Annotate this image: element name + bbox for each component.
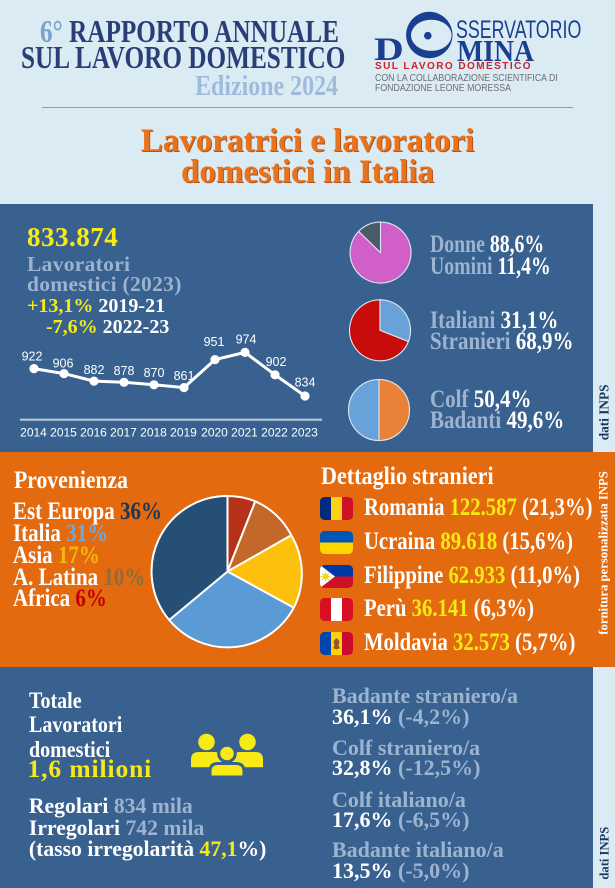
svg-text:951: 951 [204,335,225,349]
svg-text:2015: 2015 [50,426,77,440]
svg-text:2020: 2020 [201,426,228,440]
svg-text:2018: 2018 [140,426,167,440]
svg-text:834: 834 [295,376,316,390]
svg-text:906: 906 [53,356,74,370]
svg-text:2016: 2016 [80,426,107,440]
svg-text:2022: 2022 [261,426,288,440]
svg-text:870: 870 [144,366,165,380]
svg-text:2019: 2019 [170,426,197,440]
svg-text:902: 902 [266,355,287,369]
svg-text:2017: 2017 [110,426,137,440]
svg-text:878: 878 [114,364,135,378]
svg-text:882: 882 [84,363,105,377]
svg-text:922: 922 [22,349,43,363]
svg-text:974: 974 [236,332,257,346]
svg-text:2021: 2021 [231,426,258,440]
svg-text:2023: 2023 [291,426,318,440]
svg-text:2014: 2014 [20,426,47,440]
svg-text:861: 861 [174,369,195,383]
